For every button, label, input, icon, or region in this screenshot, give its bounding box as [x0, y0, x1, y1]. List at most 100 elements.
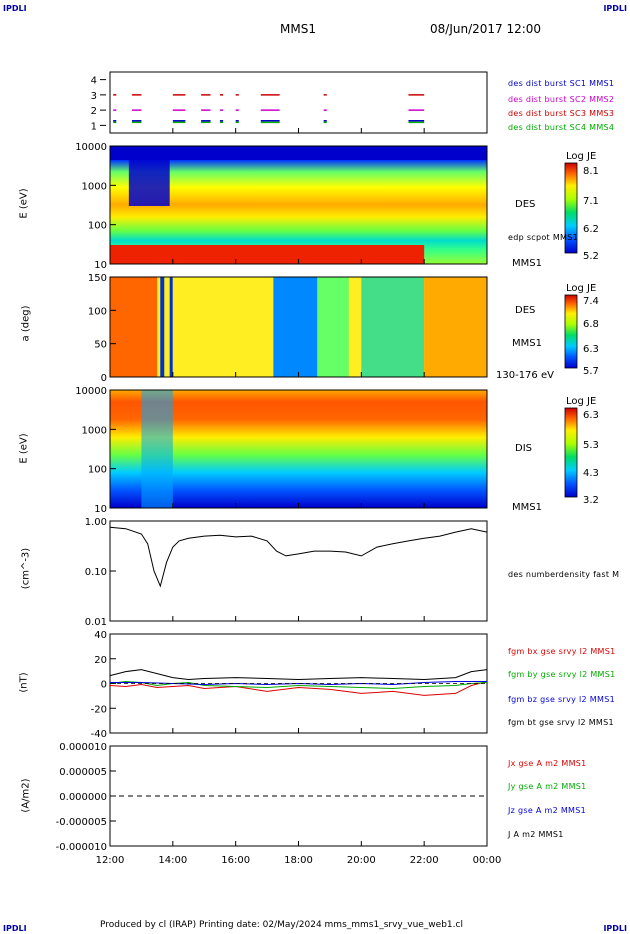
cb3-tick-2: 4.3 — [583, 468, 599, 479]
panel-frame-5 — [109, 520, 488, 622]
dis-energy-tick-1: 1000 — [82, 425, 107, 436]
panel3-sc-label: MMS1 — [512, 338, 542, 349]
panel5-ylabel: (cm^-3) — [20, 547, 32, 590]
timeline-tick-1: 3 — [91, 91, 97, 102]
cb2-title: Log JE — [566, 283, 597, 294]
des-energy-scpot-band — [110, 245, 425, 264]
panel2-ylabel: E (eV) — [18, 188, 30, 219]
cb1-tick-1: 7.1 — [583, 196, 599, 207]
corner-label-bottom-left: IPDLI — [3, 924, 27, 933]
corner-label-top-left: IPDLI — [3, 4, 27, 13]
bfield-tick-4: -40 — [91, 729, 107, 740]
cb2-tick-1: 6.8 — [583, 319, 599, 330]
pitch-blue-stripe-2 — [169, 277, 173, 377]
corner-label-bottom-right: IPDLI — [603, 924, 627, 933]
des-energy-tick-0: 10000 — [75, 142, 107, 153]
bfield-line-1 — [109, 681, 488, 696]
corner-label-top-right: IPDLI — [603, 4, 627, 13]
bfield-tick-3: -20 — [91, 704, 107, 715]
xtick-label-6: 00:00 — [473, 855, 502, 866]
pitch-late-orange — [424, 277, 487, 377]
colorbar-3 — [564, 407, 578, 498]
panel4-instrument-label: DIS — [515, 443, 532, 454]
legend-density: des numberdensity fast M — [508, 570, 620, 579]
cb1-tick-0: 8.1 — [583, 166, 599, 177]
xtick-label-0: 12:00 — [96, 855, 125, 866]
legend-sc2: des dist burst SC2 MMS2 — [508, 95, 615, 104]
timeline-tick-3: 1 — [91, 121, 97, 132]
cb1-title: Log JE — [566, 151, 597, 162]
pitch-blue-stripe-1 — [160, 277, 165, 377]
legend-jx: Jx gse A m2 MMS1 — [508, 759, 587, 768]
dis-energy-tick-0: 10000 — [75, 386, 107, 397]
dis-energy-tick-2: 100 — [88, 465, 107, 476]
panel4-sc-label: MMS1 — [512, 502, 542, 513]
cb1-tick-3: 5.2 — [583, 251, 599, 262]
legend-sc3: des dist burst SC3 MMS3 — [508, 109, 615, 118]
des-pitch-tick-2: 50 — [94, 340, 107, 351]
pitch-blue-region — [273, 277, 318, 377]
bfield-line-0 — [109, 669, 488, 681]
current-tick-4: -0.000010 — [56, 842, 107, 853]
cb3-tick-3: 3.2 — [583, 495, 599, 506]
panel2-instrument-label: DES — [515, 199, 536, 210]
density-tick-1: 0.10 — [85, 567, 107, 578]
plot-datetime: 08/Jun/2017 12:00 — [430, 22, 542, 36]
cb1-tick-2: 6.2 — [583, 224, 599, 235]
legend-bz: fgm bz gse srvy l2 MMS1 — [508, 695, 615, 704]
legend-bt: fgm bt gse srvy l2 MMS1 — [508, 718, 614, 727]
current-tick-1: 0.000005 — [59, 767, 107, 778]
density-line — [109, 526, 488, 588]
cb3-tick-0: 6.3 — [583, 410, 599, 421]
current-tick-3: -0.000005 — [56, 817, 107, 828]
dis-energy-early-dip — [141, 390, 173, 508]
current-tick-0: 0.000010 — [59, 742, 107, 753]
cb3-tick-1: 5.3 — [583, 440, 599, 451]
xtick-label-3: 18:00 — [284, 855, 313, 866]
pitch-early-red — [110, 277, 158, 377]
bfield-line-3 — [110, 681, 487, 686]
des-energy-top-band — [110, 146, 487, 160]
timeline-tick-2: 2 — [91, 106, 97, 117]
panel3-energy-label: 130-176 eV — [496, 370, 554, 381]
cb2-tick-0: 7.4 — [583, 296, 599, 307]
pitch-green-region — [317, 277, 349, 377]
des-energy-heatmap — [110, 146, 487, 264]
xtick-label-4: 20:00 — [347, 855, 376, 866]
panel3-instrument-label: DES — [515, 305, 536, 316]
bfield-tick-1: 20 — [94, 655, 107, 666]
xtick-label-5: 22:00 — [410, 855, 439, 866]
legend-jz: Jz gse A m2 MMS1 — [508, 806, 587, 815]
density-tick-0: 1.00 — [85, 517, 107, 528]
density-tick-2: 0.01 — [85, 617, 107, 628]
cb2-tick-3: 5.7 — [583, 366, 599, 377]
colorbar-1 — [564, 162, 578, 254]
pitch-green-region-2 — [361, 277, 425, 377]
panel2-sc-label: MMS1 — [512, 258, 542, 269]
current-tick-2: 0.000000 — [59, 792, 107, 803]
panel2-scpot-label: edp scpot MMS1 — [508, 233, 579, 242]
legend-bx: fgm bx gse srvy l2 MMS1 — [508, 647, 616, 656]
panel7-ylabel: (A/m2) — [20, 778, 32, 813]
panel-frame-1 — [109, 71, 488, 134]
des-energy-tick-1: 1000 — [82, 181, 107, 192]
cb3-title: Log JE — [566, 396, 597, 407]
legend-by: fgm by gse srvy l2 MMS1 — [508, 670, 616, 679]
des-energy-tick-3: 10 — [94, 260, 107, 271]
footer-credit: Produced by cl (IRAP) Printing date: 02/… — [100, 920, 463, 930]
des-pitch-tick-3: 0 — [101, 373, 107, 384]
des-pitch-tick-0: 150 — [88, 273, 107, 284]
legend-sc4: des dist burst SC4 MMS4 — [508, 123, 615, 132]
plot-title: MMS1 — [280, 22, 316, 36]
des-pitch-tick-1: 100 — [88, 306, 107, 317]
bfield-line-2 — [109, 680, 488, 690]
panel3-ylabel: a (deg) — [20, 305, 32, 342]
timeline-tick-0: 4 — [91, 76, 97, 87]
legend-jy: Jy gse A m2 MMS1 — [508, 782, 587, 791]
colorbar-2 — [564, 294, 578, 369]
des-energy-tick-2: 100 — [88, 221, 107, 232]
xtick-label-2: 16:00 — [221, 855, 250, 866]
xtick-label-1: 14:00 — [158, 855, 187, 866]
panel6-ylabel: (nT) — [18, 672, 30, 693]
